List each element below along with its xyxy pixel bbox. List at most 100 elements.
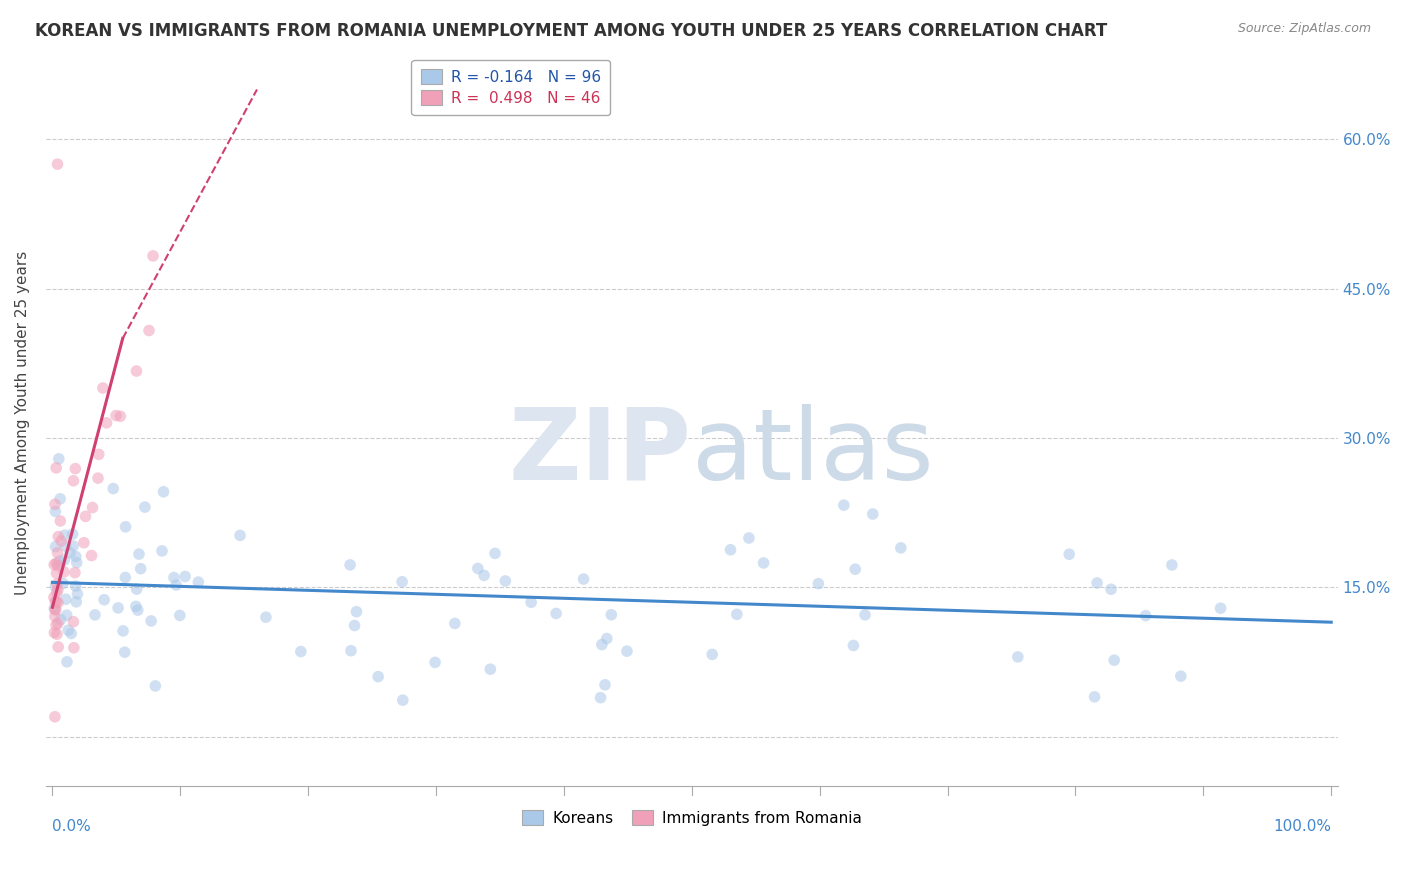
Point bbox=[229, 528, 252, 542]
Point bbox=[48, 554, 70, 568]
Point bbox=[49, 491, 72, 506]
Point bbox=[44, 594, 66, 608]
Point bbox=[340, 643, 363, 657]
Point bbox=[143, 679, 166, 693]
Text: 0.0%: 0.0% bbox=[52, 819, 91, 834]
Point bbox=[367, 670, 389, 684]
Point bbox=[65, 579, 87, 593]
Point bbox=[391, 574, 413, 589]
Point bbox=[46, 157, 69, 171]
Point bbox=[62, 527, 84, 541]
Point bbox=[42, 591, 65, 605]
Point bbox=[169, 608, 191, 623]
Point bbox=[46, 616, 69, 631]
Point bbox=[63, 566, 86, 580]
Point bbox=[472, 568, 495, 582]
Point bbox=[66, 587, 89, 601]
Point bbox=[48, 451, 70, 466]
Point bbox=[59, 546, 82, 560]
Point bbox=[60, 626, 83, 640]
Point bbox=[591, 638, 613, 652]
Point bbox=[114, 570, 136, 584]
Point bbox=[1209, 601, 1232, 615]
Point bbox=[842, 639, 865, 653]
Point bbox=[187, 575, 209, 590]
Point bbox=[593, 678, 616, 692]
Point bbox=[152, 484, 174, 499]
Point bbox=[114, 645, 136, 659]
Point bbox=[93, 592, 115, 607]
Point bbox=[55, 539, 77, 553]
Point bbox=[65, 461, 87, 475]
Point bbox=[142, 249, 165, 263]
Point bbox=[44, 540, 66, 554]
Point bbox=[546, 607, 568, 621]
Point bbox=[127, 603, 149, 617]
Point bbox=[49, 514, 72, 528]
Point bbox=[1085, 576, 1108, 591]
Point bbox=[125, 599, 148, 614]
Point bbox=[52, 576, 75, 591]
Point bbox=[53, 528, 76, 542]
Point bbox=[87, 471, 110, 485]
Point bbox=[84, 607, 107, 622]
Point bbox=[87, 447, 110, 461]
Point bbox=[82, 500, 104, 515]
Point bbox=[46, 640, 69, 654]
Point bbox=[174, 569, 197, 583]
Point bbox=[45, 577, 67, 591]
Point bbox=[46, 558, 69, 573]
Point bbox=[44, 558, 66, 572]
Point bbox=[44, 710, 66, 724]
Point bbox=[290, 644, 312, 658]
Point bbox=[165, 578, 187, 592]
Text: KOREAN VS IMMIGRANTS FROM ROMANIA UNEMPLOYMENT AMONG YOUTH UNDER 25 YEARS CORREL: KOREAN VS IMMIGRANTS FROM ROMANIA UNEMPL… bbox=[35, 22, 1108, 40]
Point bbox=[1102, 653, 1125, 667]
Point bbox=[46, 582, 69, 597]
Point bbox=[1084, 690, 1107, 704]
Point bbox=[66, 556, 89, 570]
Point bbox=[1099, 582, 1122, 597]
Point bbox=[844, 562, 866, 576]
Point bbox=[339, 558, 361, 572]
Point bbox=[862, 507, 884, 521]
Point bbox=[725, 607, 748, 622]
Point bbox=[890, 541, 912, 555]
Point bbox=[80, 549, 103, 563]
Point bbox=[423, 656, 446, 670]
Point bbox=[46, 596, 69, 610]
Point bbox=[75, 509, 97, 524]
Point bbox=[494, 574, 516, 588]
Point bbox=[45, 585, 67, 599]
Text: ZIP: ZIP bbox=[509, 403, 692, 500]
Point bbox=[520, 595, 543, 609]
Point bbox=[44, 504, 66, 518]
Point bbox=[484, 546, 506, 560]
Point bbox=[45, 602, 67, 616]
Point bbox=[112, 624, 135, 638]
Point bbox=[45, 556, 67, 570]
Point bbox=[720, 542, 742, 557]
Text: atlas: atlas bbox=[692, 403, 934, 500]
Point bbox=[391, 693, 413, 707]
Point bbox=[62, 615, 84, 629]
Point bbox=[1160, 558, 1182, 572]
Point bbox=[45, 618, 67, 632]
Point bbox=[150, 544, 173, 558]
Text: 100.0%: 100.0% bbox=[1274, 819, 1331, 834]
Point bbox=[96, 416, 118, 430]
Point bbox=[56, 655, 79, 669]
Point bbox=[134, 500, 156, 515]
Point bbox=[141, 614, 163, 628]
Point bbox=[45, 461, 67, 475]
Point bbox=[572, 572, 595, 586]
Y-axis label: Unemployment Among Youth under 25 years: Unemployment Among Youth under 25 years bbox=[15, 251, 30, 595]
Point bbox=[752, 556, 775, 570]
Point bbox=[44, 609, 66, 624]
Point bbox=[46, 627, 69, 641]
Point bbox=[103, 482, 125, 496]
Point bbox=[125, 582, 148, 596]
Point bbox=[45, 566, 67, 581]
Point bbox=[832, 498, 855, 512]
Point bbox=[343, 618, 366, 632]
